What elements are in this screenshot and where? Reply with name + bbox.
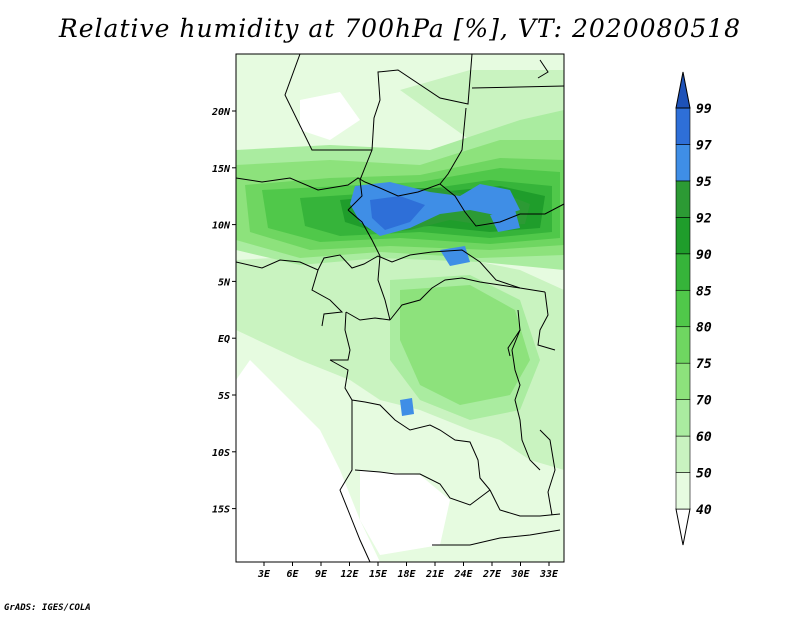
colorbar-segment bbox=[675, 217, 691, 255]
lon-tick-label: 24E bbox=[453, 569, 473, 580]
longitude-axis: 3E 6E 9E 12E 15E 18E 21E 24E 27E 30E 33E bbox=[257, 562, 559, 580]
colorbar-label: 97 bbox=[696, 138, 712, 153]
colorbar-segment bbox=[675, 472, 691, 510]
colorbar-label: 75 bbox=[696, 357, 712, 372]
lat-tick-label: 5S bbox=[218, 391, 230, 402]
map-title: Relative humidity at 700hPa [%], VT: 202… bbox=[58, 14, 742, 43]
colorbar-segment bbox=[675, 289, 691, 328]
contour-region bbox=[490, 210, 520, 232]
colorbar-segment bbox=[675, 253, 691, 291]
colorbar-segment bbox=[675, 326, 691, 364]
colorbar-segment bbox=[675, 399, 691, 437]
latitude-axis: 20N 15N 10N 5N EQ 5S 10S 15S bbox=[211, 107, 236, 516]
lon-tick-label: 6E bbox=[286, 569, 299, 580]
contour-region bbox=[400, 398, 414, 416]
lon-tick-label: 30E bbox=[510, 569, 530, 580]
colorbar-segment bbox=[675, 107, 691, 145]
colorbar-label: 85 bbox=[696, 284, 712, 299]
lat-tick-label: 10N bbox=[212, 221, 231, 232]
lat-tick-label: 5N bbox=[218, 277, 231, 288]
contour-region bbox=[360, 470, 450, 555]
map-frame bbox=[235, 53, 565, 563]
lon-tick-label: 33E bbox=[539, 569, 559, 580]
lon-tick-label: 27E bbox=[482, 569, 502, 580]
country-borders bbox=[236, 54, 564, 562]
lat-tick-label: 10S bbox=[212, 448, 230, 459]
contour-region bbox=[236, 360, 380, 562]
colorbar-label: 50 bbox=[696, 467, 712, 482]
lon-tick-label: 18E bbox=[397, 569, 416, 580]
colorbar-segment bbox=[675, 362, 691, 400]
lat-tick-label: EQ bbox=[218, 334, 230, 345]
colorbar: 40 50 60 70 75 80 85 90 92 95 97 99 bbox=[675, 71, 712, 546]
colorbar-label: 90 bbox=[696, 248, 712, 263]
map-plot bbox=[235, 53, 565, 563]
colorbar-max-triangle bbox=[675, 71, 691, 109]
lat-tick-label: 15N bbox=[212, 164, 231, 175]
colorbar-label: 40 bbox=[696, 503, 712, 518]
credit-label: GrADS: IGES/COLA bbox=[4, 603, 91, 613]
colorbar-segment bbox=[675, 144, 691, 182]
colorbar-segment bbox=[675, 435, 691, 473]
colorbar-label: 92 bbox=[696, 211, 712, 226]
contour-region bbox=[400, 285, 530, 405]
colorbar-label: 80 bbox=[696, 321, 712, 336]
lon-tick-label: 3E bbox=[257, 569, 271, 580]
colorbar-label: 70 bbox=[696, 394, 712, 409]
contour-region bbox=[370, 196, 425, 230]
colorbar-min-triangle bbox=[675, 508, 691, 546]
colorbar-label: 99 bbox=[696, 102, 712, 117]
lon-tick-label: 12E bbox=[340, 569, 359, 580]
lon-tick-label: 15E bbox=[369, 569, 388, 580]
lat-tick-label: 15S bbox=[212, 505, 230, 516]
lon-tick-label: 21E bbox=[425, 569, 445, 580]
contour-region bbox=[300, 92, 360, 140]
colorbar-segment bbox=[675, 180, 691, 218]
colorbar-label: 95 bbox=[696, 175, 712, 190]
colorbar-label: 60 bbox=[696, 430, 712, 445]
lon-tick-label: 9E bbox=[315, 569, 328, 580]
lat-tick-label: 20N bbox=[211, 107, 231, 118]
